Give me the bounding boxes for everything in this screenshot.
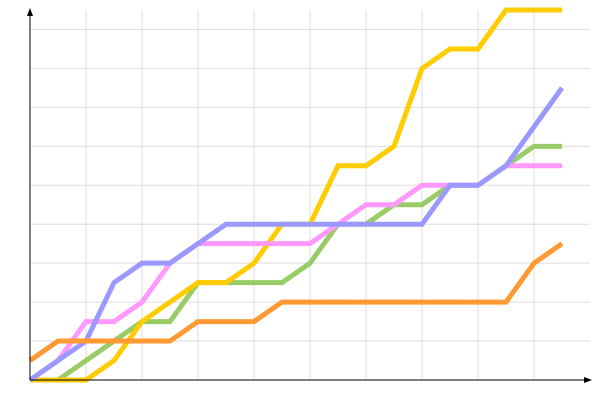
- grid: [30, 10, 590, 380]
- x-axis-arrow: [584, 377, 592, 383]
- series-line-4: [28, 241, 564, 363]
- series-lines: [28, 7, 565, 383]
- y-axis-arrow: [27, 8, 33, 16]
- series-line-1: [30, 7, 562, 383]
- series-line-3: [28, 86, 565, 383]
- axes: [27, 8, 592, 383]
